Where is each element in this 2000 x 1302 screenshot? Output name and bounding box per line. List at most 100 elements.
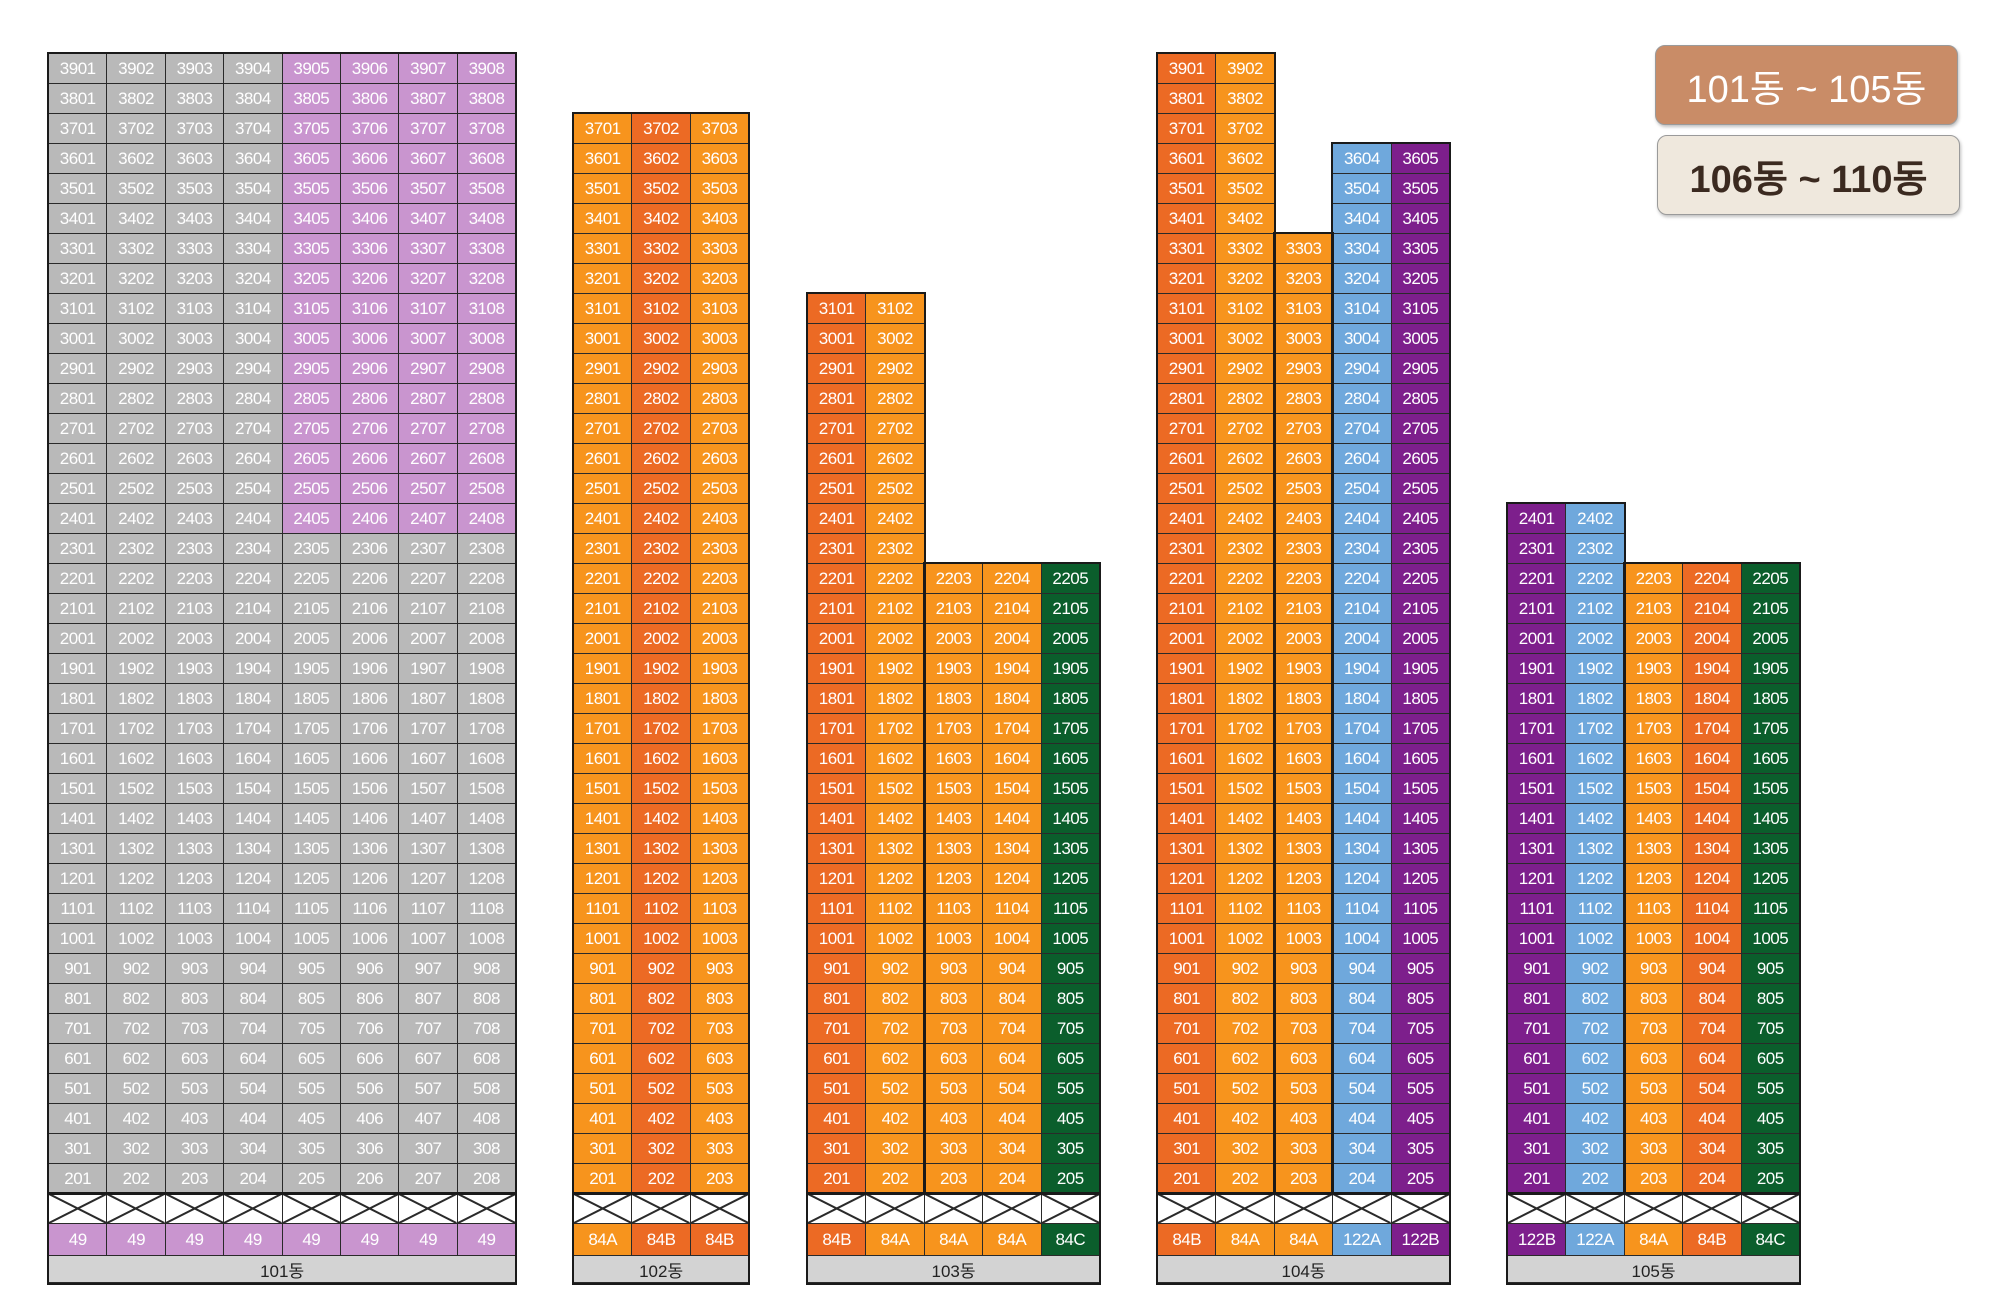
unit-cell: 1402 bbox=[631, 803, 691, 834]
unit-cell: 1301 bbox=[573, 833, 633, 864]
unit-cell: 1205 bbox=[281, 863, 341, 894]
unit-cell: 207 bbox=[398, 1163, 458, 1194]
unit-cell: 3002 bbox=[631, 323, 691, 354]
unit-cell: 803 bbox=[164, 983, 225, 1014]
unit-cell: 1401 bbox=[807, 803, 867, 834]
unit-cell: 1603 bbox=[923, 743, 984, 774]
unit-cell: 3905 bbox=[281, 53, 341, 84]
unit-cell: 2508 bbox=[456, 473, 517, 504]
unit-cell: 1605 bbox=[1740, 743, 1800, 774]
unit-cell: 2503 bbox=[689, 473, 750, 504]
unit-cell: 1407 bbox=[398, 803, 458, 834]
unit-cell: 904 bbox=[1682, 953, 1742, 984]
unit-cell: 701 bbox=[1157, 1013, 1217, 1044]
unit-cell: 2305 bbox=[281, 533, 341, 564]
unit-cell: 2203 bbox=[164, 563, 225, 594]
unit-cell: 2001 bbox=[48, 623, 108, 654]
unit-cell: 1002 bbox=[106, 923, 166, 954]
unit-cell: 1003 bbox=[689, 923, 750, 954]
unit-cell: 3502 bbox=[106, 173, 166, 204]
pilotis-cell bbox=[1390, 1193, 1450, 1224]
unit-cell: 3201 bbox=[573, 263, 633, 294]
unit-cell: 305 bbox=[1740, 1133, 1800, 1164]
unit-cell: 3302 bbox=[1215, 233, 1275, 264]
unit-cell: 1701 bbox=[807, 713, 867, 744]
unit-cell: 2901 bbox=[807, 353, 867, 384]
building-name-label: 103동 bbox=[807, 1255, 1100, 1283]
unit-cell: 1702 bbox=[1215, 713, 1275, 744]
unit-cell: 505 bbox=[1740, 1073, 1800, 1104]
unit-cell: 2705 bbox=[281, 413, 341, 444]
unit-cell: 501 bbox=[1157, 1073, 1217, 1104]
unit-cell: 3307 bbox=[398, 233, 458, 264]
unit-cell: 601 bbox=[807, 1043, 867, 1074]
unit-cell: 3301 bbox=[1157, 233, 1217, 264]
unit-cell: 2106 bbox=[340, 593, 400, 624]
unit-cell: 1303 bbox=[1273, 833, 1334, 864]
unit-cell: 2002 bbox=[631, 623, 691, 654]
unit-cell: 2103 bbox=[164, 593, 225, 624]
unit-cell: 2302 bbox=[106, 533, 166, 564]
unit-cell: 304 bbox=[1682, 1133, 1742, 1164]
unit-cell: 2702 bbox=[865, 413, 925, 444]
unit-cell: 1901 bbox=[1157, 653, 1217, 684]
unit-cell: 1202 bbox=[1215, 863, 1275, 894]
unit-cell: 1604 bbox=[223, 743, 283, 774]
unit-cell: 2904 bbox=[1332, 353, 1392, 384]
unit-cell: 1402 bbox=[106, 803, 166, 834]
unit-cell: 2603 bbox=[1273, 443, 1334, 474]
unit-cell: 1802 bbox=[1215, 683, 1275, 714]
unit-cell: 601 bbox=[1157, 1043, 1217, 1074]
unit-cell: 1301 bbox=[1157, 833, 1217, 864]
unit-cell: 2401 bbox=[1157, 503, 1217, 534]
unit-cell: 3201 bbox=[48, 263, 108, 294]
unit-cell: 1101 bbox=[48, 893, 108, 924]
pilotis-cell bbox=[281, 1193, 341, 1224]
unit-cell: 2102 bbox=[1565, 593, 1625, 624]
unit-cell: 2801 bbox=[48, 383, 108, 414]
unit-cell: 3101 bbox=[573, 293, 633, 324]
unit-cell: 2003 bbox=[1623, 623, 1684, 654]
unit-cell: 708 bbox=[456, 1013, 517, 1044]
unit-cell: 1406 bbox=[340, 803, 400, 834]
unit-cell: 2504 bbox=[1332, 473, 1392, 504]
unit-cell: 202 bbox=[1565, 1163, 1625, 1194]
unit-cell: 2902 bbox=[631, 353, 691, 384]
unit-cell: 703 bbox=[923, 1013, 984, 1044]
unit-cell: 2702 bbox=[631, 413, 691, 444]
unit-cell: 1706 bbox=[340, 713, 400, 744]
unit-cell: 903 bbox=[1273, 953, 1334, 984]
unit-cell: 1002 bbox=[631, 923, 691, 954]
unit-cell: 203 bbox=[923, 1163, 984, 1194]
unit-cell: 1001 bbox=[573, 923, 633, 954]
unit-cell: 3503 bbox=[689, 173, 750, 204]
unit-cell: 3001 bbox=[1157, 323, 1217, 354]
unit-cell: 503 bbox=[1273, 1073, 1334, 1104]
unit-cell: 2307 bbox=[398, 533, 458, 564]
unit-cell: 3008 bbox=[456, 323, 517, 354]
unit-cell: 202 bbox=[1215, 1163, 1275, 1194]
unit-cell: 2705 bbox=[1390, 413, 1450, 444]
unit-cell: 3601 bbox=[573, 143, 633, 174]
unit-cell: 603 bbox=[1623, 1043, 1684, 1074]
unit-cell: 805 bbox=[1740, 983, 1800, 1014]
unit-cell: 3508 bbox=[456, 173, 517, 204]
unit-cell: 2302 bbox=[1565, 533, 1625, 564]
unit-cell: 2908 bbox=[456, 353, 517, 384]
unit-cell: 3505 bbox=[281, 173, 341, 204]
unit-cell: 2903 bbox=[1273, 353, 1334, 384]
unit-cell: 1606 bbox=[340, 743, 400, 774]
unit-cell: 1601 bbox=[1157, 743, 1217, 774]
unit-type-cell: 122B bbox=[1390, 1223, 1450, 1256]
unit-cell: 201 bbox=[1507, 1163, 1567, 1194]
unit-cell: 801 bbox=[573, 983, 633, 1014]
unit-cell: 1703 bbox=[164, 713, 225, 744]
unit-cell: 2104 bbox=[1682, 593, 1742, 624]
unit-cell: 305 bbox=[1390, 1133, 1450, 1164]
unit-cell: 2303 bbox=[689, 533, 750, 564]
unit-cell: 3204 bbox=[223, 263, 283, 294]
unit-cell: 907 bbox=[398, 953, 458, 984]
unit-cell: 1702 bbox=[631, 713, 691, 744]
unit-cell: 1403 bbox=[689, 803, 750, 834]
unit-cell: 601 bbox=[48, 1043, 108, 1074]
